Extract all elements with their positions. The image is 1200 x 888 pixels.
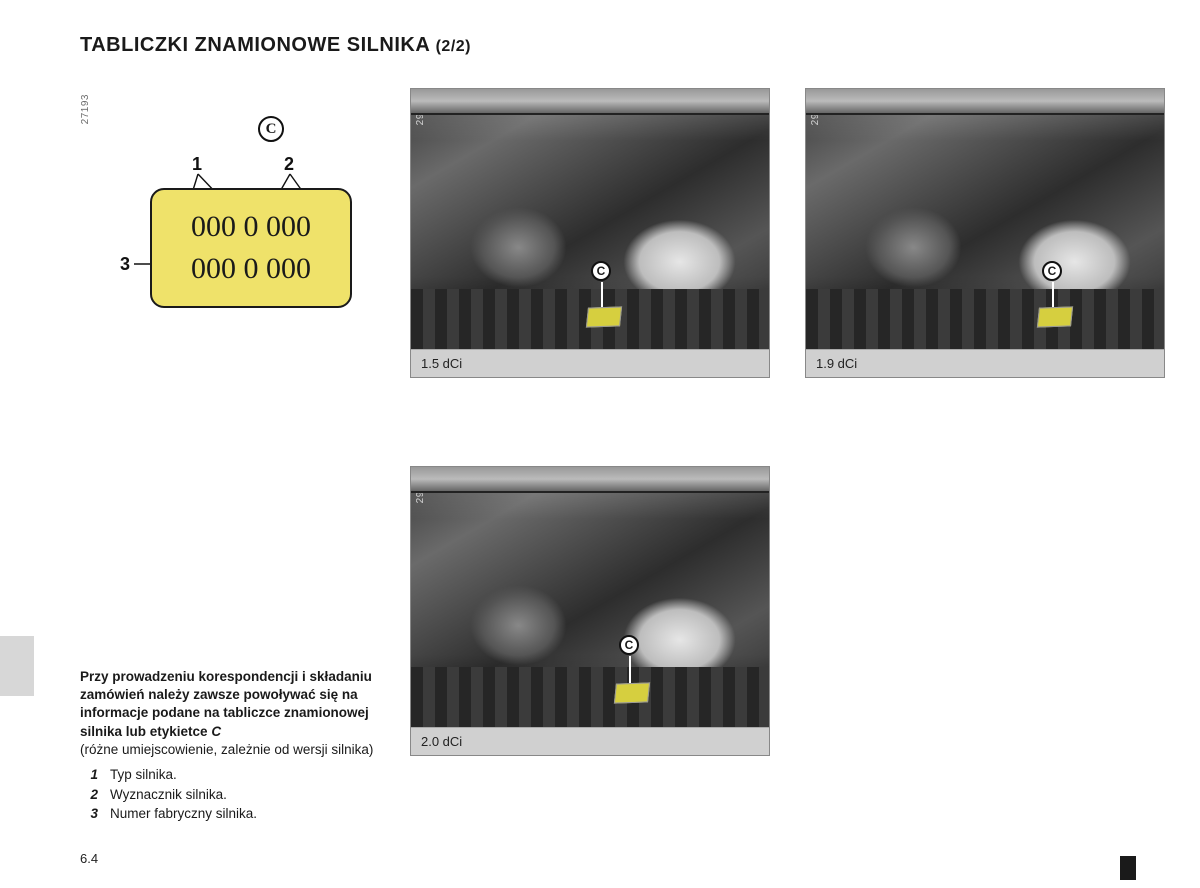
column-left: 27193 C 1 2 3 000 0 000 000 0 000 Przy p… [80,88,380,824]
diagram-callout-2: 2 [284,154,294,175]
legend-text-1: Typ silnika. [110,765,177,785]
body-bold: Przy prowadzeniu korespondencji i składa… [80,669,372,739]
ribbing-icon [806,289,1164,349]
legend-row-1: 1 Typ silnika. [80,765,380,785]
photo-caption-2-text: 2.0 dCi [421,734,462,749]
page-title: TABLICZKI ZNAMIONOWE SILNIKA (2/2) [80,34,471,57]
hood-icon [806,89,1164,115]
photo-caption-2: 2.0 dCi [411,727,769,755]
body-note: (różne umiejscowienie, zależnie od wersj… [80,742,373,757]
engine-plate: 000 0 000 000 0 000 [150,188,352,308]
photo-caption-1-text: 1.5 dCi [421,356,462,371]
title-sub: (2/2) [436,38,471,55]
c-marker-2: C [619,635,639,655]
engine-photo-15dci: 29534 C 1.5 dCi [410,88,770,378]
engine-photo-20dci: 29614 C 2.0 dCi [410,466,770,756]
c-tag-2 [614,682,650,703]
c-marker-1: C [591,261,611,281]
plate-line-1: 000 0 000 [191,206,311,248]
plate-line-2: 000 0 000 [191,248,311,290]
photo-caption-3-text: 1.9 dCi [816,356,857,371]
photo-caption-3: 1.9 dCi [806,349,1164,377]
legend-text-2: Wyznacznik silnika. [110,785,227,805]
diagram-ref: 27193 [80,94,91,124]
column-middle: 29534 C 1.5 dCi 29614 C 2.0 dCi [410,88,770,756]
c-line-1 [601,282,603,308]
engine-photo-19dci: 29532 C 1.9 dCi [805,88,1165,378]
legend-num-2: 2 [80,785,98,805]
page-number: 6.4 [80,851,98,866]
engine-plate-diagram: 27193 C 1 2 3 000 0 000 000 0 000 [80,88,380,358]
title-main: TABLICZKI ZNAMIONOWE SILNIKA [80,34,430,56]
photo-caption-1: 1.5 dCi [411,349,769,377]
legend-text-3: Numer fabryczny silnika. [110,804,257,824]
diagram-callout-3: 3 [120,254,130,275]
ribbing-icon [411,667,769,727]
hood-icon [411,89,769,115]
column-right: 29532 C 1.9 dCi [805,88,1165,378]
legend-num-3: 3 [80,804,98,824]
diagram-callout-1: 1 [192,154,202,175]
diagram-marker-c: C [258,116,284,142]
legend-row-2: 2 Wyznacznik silnika. [80,785,380,805]
c-line-3 [1052,282,1054,308]
legend-num-1: 1 [80,765,98,785]
legend-row-3: 3 Numer fabryczny silnika. [80,804,380,824]
legend: 1 Typ silnika. 2 Wyznacznik silnika. 3 N… [80,765,380,824]
side-tab [0,636,34,696]
c-tag-1 [586,306,622,327]
c-marker-3: C [1042,261,1062,281]
c-tag-3 [1037,306,1073,327]
hood-icon [411,467,769,493]
body-text: Przy prowadzeniu korespondencji i składa… [80,668,380,759]
body-c: C [211,724,221,739]
c-line-2 [629,656,631,684]
corner-mark [1120,856,1136,880]
